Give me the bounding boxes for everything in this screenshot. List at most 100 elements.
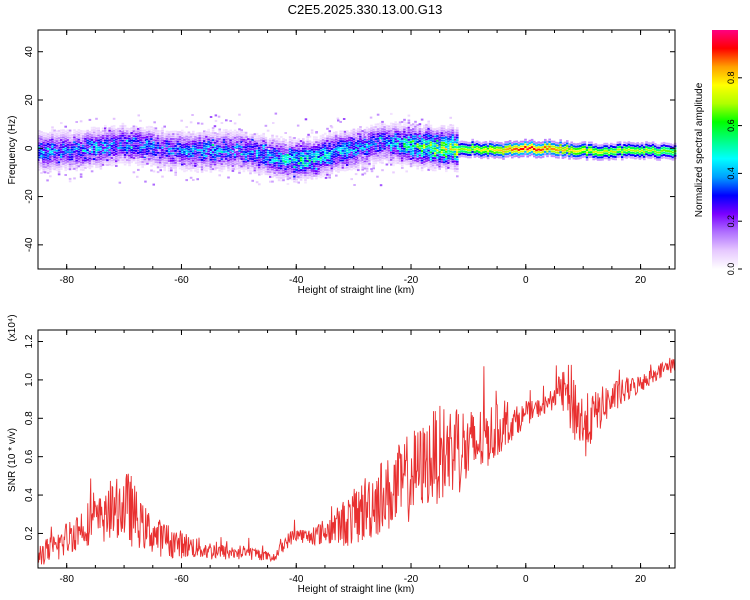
spectrogram-cell (330, 138, 334, 141)
spectrogram-cell (227, 137, 230, 140)
snr-series-line (37, 357, 676, 565)
spectrogram-cell (115, 155, 118, 158)
spectrogram-cell (352, 133, 356, 136)
spectrogram-cell (442, 142, 446, 144)
spectrogram-cell (363, 148, 367, 151)
spectrogram-cell (416, 165, 419, 168)
spectrogram-cell (104, 153, 107, 156)
spectrogram-cell (310, 177, 314, 180)
spectrogram-cell (396, 147, 400, 150)
spectrogram-cell (570, 146, 573, 149)
spectrogram-cell (517, 146, 521, 149)
spectrogram-cell (192, 147, 195, 150)
spectrogram-cell (317, 156, 320, 158)
spectrogram-cell (71, 139, 74, 141)
spectrogram-cell (260, 136, 263, 139)
spectrogram-cell (449, 157, 452, 160)
spectrogram-cell (104, 137, 107, 139)
spectrogram-cell (192, 138, 195, 140)
spectrogram-cell (134, 157, 138, 160)
spectrogram-cell (330, 164, 334, 167)
spectrogram-cell (363, 155, 367, 158)
spectrogram-cell (308, 152, 312, 155)
spectrogram-cell (627, 141, 631, 144)
spectrogram-cell (97, 132, 100, 135)
spectrogram-cell (416, 145, 419, 148)
spectrogram-cell (524, 143, 527, 146)
spectrogram-cell (77, 141, 81, 144)
spectrogram-cell (225, 136, 228, 139)
spectrogram-cell (112, 149, 116, 152)
spectrogram-cell (236, 160, 239, 163)
spectrogram-cell (341, 140, 345, 143)
spectrogram-cell (203, 144, 206, 147)
spectrogram-cell (139, 158, 142, 161)
spectrogram-cell (189, 147, 193, 150)
spectrogram-cell (119, 142, 122, 144)
spectrogram-cell (412, 145, 415, 147)
spectrogram-cell (548, 138, 551, 141)
spectrogram-cell (86, 139, 89, 142)
spectrogram-cell (401, 142, 404, 145)
spectrogram-cell (277, 152, 281, 155)
spectrogram-cell (258, 166, 261, 169)
spectrogram-cell (178, 152, 182, 155)
spectrogram-cell (57, 173, 61, 176)
spectrogram-cell (152, 129, 155, 132)
spectrogram-cell (308, 166, 312, 169)
spectrogram-cell (313, 143, 316, 146)
spectrogram-cell (354, 139, 358, 142)
spectrogram-cell (244, 165, 248, 168)
spectrogram-cell (401, 150, 404, 152)
spectrogram-cell (350, 154, 353, 156)
spectrogram-cell (491, 153, 494, 156)
spectrogram-cell (451, 153, 455, 156)
spectrogram-cell (453, 141, 457, 144)
spectrogram-cell (200, 122, 204, 125)
spectrogram-cell (253, 145, 257, 148)
spectrogram-cell (293, 163, 296, 166)
spectrogram-cell (354, 144, 358, 147)
spectrogram-cell (40, 133, 43, 136)
spectrogram-cell (132, 171, 136, 174)
spectrogram-cell (178, 162, 182, 165)
spectrogram-cell (511, 149, 514, 152)
spectrogram-cell (656, 146, 659, 149)
spectrogram-cell (352, 143, 356, 146)
spectrogram-cell (321, 136, 325, 139)
spectrogram-cell (271, 144, 274, 147)
spectrogram-cell (192, 179, 195, 181)
spectrogram-cell (302, 176, 305, 179)
spectrogram-cell (260, 173, 263, 176)
spectrogram-speck (315, 131, 318, 133)
spectrogram-cell (354, 132, 358, 135)
spectrogram-cell (456, 129, 459, 132)
spectrogram-cell (390, 144, 393, 147)
spectrogram-cell (108, 127, 111, 130)
spectrogram-cell (88, 155, 92, 158)
spectrogram-cell (95, 142, 98, 144)
spectrogram-cell (396, 159, 400, 162)
spectrogram-cell (104, 146, 107, 149)
spectrogram-cell (632, 147, 635, 149)
spectrogram-cell (293, 151, 296, 154)
spectrogram-cell (469, 151, 472, 154)
spectrogram-cell (134, 125, 138, 128)
spectrogram-cell (275, 152, 279, 155)
spectrogram-cell (379, 144, 382, 147)
spectrogram-cell (480, 147, 483, 150)
spectrogram-cell (145, 143, 149, 146)
spectrogram-cell (112, 144, 116, 147)
spectrogram-cell (207, 157, 210, 160)
spectrogram-cell (260, 134, 263, 137)
spectrogram-cell (161, 149, 164, 151)
spectrogram-cell (79, 144, 83, 147)
spectrogram-cell (502, 145, 505, 148)
spectrogram-cell (240, 134, 243, 136)
spectrogram-cell (38, 130, 41, 132)
spectrogram-cell (304, 157, 307, 160)
spectrogram-cell (471, 138, 474, 141)
spectrogram-cell (269, 168, 272, 171)
spectrogram-cell (220, 160, 224, 163)
spectrogram-cell (53, 151, 56, 154)
